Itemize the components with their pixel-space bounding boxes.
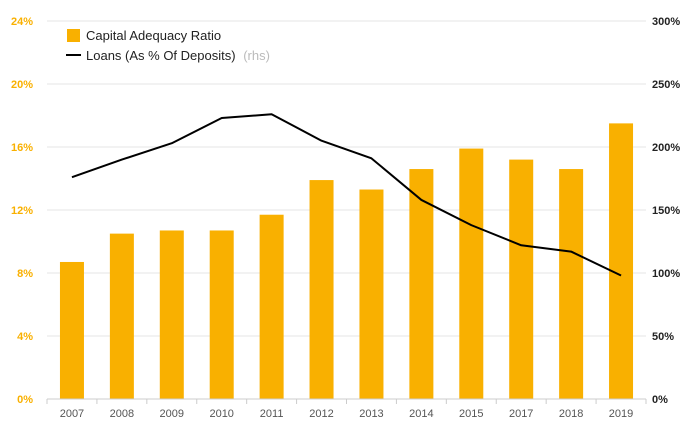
legend-bar-label: Capital Adequacy Ratio	[86, 28, 221, 43]
x-tick-label: 2018	[559, 408, 583, 420]
bar-2011	[259, 214, 284, 399]
bar-2009	[159, 230, 184, 399]
left-axis: 0% 4% 8% 12% 16% 20% 24%	[11, 16, 33, 406]
x-tick-label: 2012	[309, 408, 333, 420]
bar-series	[59, 123, 634, 399]
legend-line-label: Loans (As % Of Deposits)	[86, 48, 236, 63]
bar-2012	[309, 180, 334, 399]
bar-2015	[459, 148, 484, 399]
legend: Capital Adequacy Ratio Loans (As % Of De…	[66, 28, 270, 63]
right-axis: 0% 50% 100% 150% 200% 250% 300%	[652, 16, 680, 406]
bar-2017	[509, 159, 534, 399]
legend-line-label-group: Loans (As % Of Deposits) (rhs)	[86, 48, 270, 63]
x-tick-label: 2009	[160, 408, 184, 420]
bar-2014	[409, 169, 434, 399]
left-tick-label: 20%	[11, 79, 33, 91]
left-tick-label: 24%	[11, 16, 33, 28]
left-tick-label: 16%	[11, 142, 33, 154]
left-tick-label: 0%	[17, 394, 33, 406]
bar-2008	[109, 233, 134, 399]
x-tick-label: 2011	[260, 408, 284, 420]
loans-line	[71, 113, 622, 277]
right-tick-label: 300%	[652, 16, 680, 28]
x-axis: 2007 2008 2009 2010 2011 2012 2013 2014 2015 2017…	[46, 398, 647, 420]
x-tick-label: 2010	[209, 408, 233, 420]
right-tick-label: 0%	[652, 394, 668, 406]
left-tick-label: 4%	[17, 331, 33, 343]
left-tick-label: 8%	[17, 268, 33, 280]
line-series	[71, 113, 622, 277]
x-tick-label: 2015	[459, 408, 483, 420]
x-tick-label: 2017	[509, 408, 533, 420]
x-tick-label: 2008	[110, 408, 134, 420]
x-tick-label: 2019	[609, 408, 633, 420]
right-tick-label: 100%	[652, 268, 680, 280]
bar-2007	[59, 261, 84, 399]
right-tick-label: 200%	[652, 142, 680, 154]
x-tick-label: 2013	[359, 408, 383, 420]
x-tick-label: 2007	[60, 408, 84, 420]
bar-2013	[359, 189, 384, 399]
legend-bar-swatch	[67, 29, 80, 42]
legend-line-suffix: (rhs)	[243, 48, 270, 63]
bar-2018	[559, 169, 584, 399]
bar-2019	[609, 123, 634, 399]
right-tick-label: 250%	[652, 79, 680, 91]
x-tick-label: 2014	[409, 408, 433, 420]
right-tick-label: 150%	[652, 205, 680, 217]
right-tick-label: 50%	[652, 331, 674, 343]
gridlines	[47, 20, 646, 337]
left-tick-label: 12%	[11, 205, 33, 217]
bar-2010	[209, 230, 234, 399]
